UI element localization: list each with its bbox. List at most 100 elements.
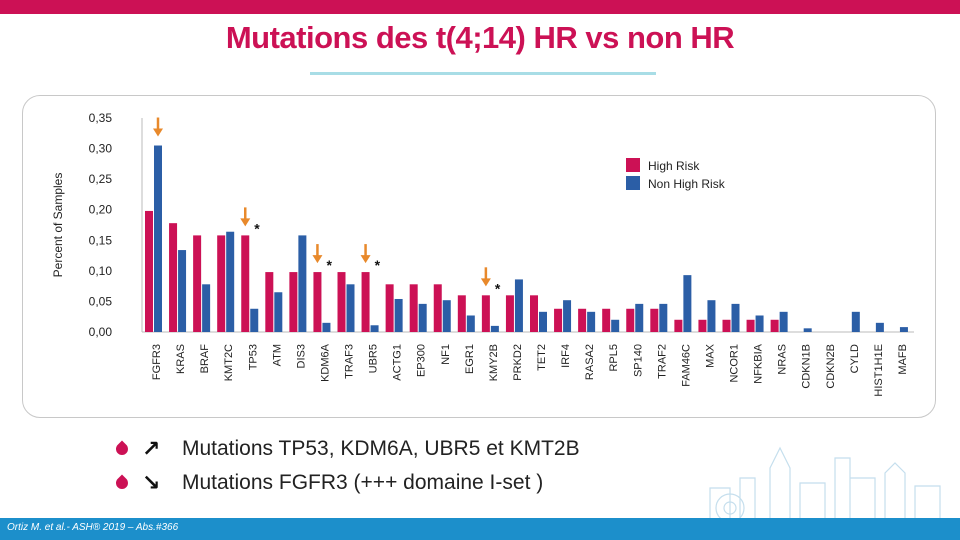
bar-non-high-risk [226,231,235,332]
bar-non-high-risk [779,311,788,332]
bullet-item-increase: ↗ Mutations TP53, KDM6A, UBR5 et KMT2B [113,432,580,466]
significance-star: * [326,257,332,273]
x-tick-label: NCOR1 [729,344,741,383]
significance-star: * [495,280,501,296]
arrow-head [480,278,491,287]
bar-non-high-risk [539,311,547,332]
bullet-item-decrease: ↘ Mutations FGFR3 (+++ domaine I-set ) [113,466,580,500]
bar-high-risk [457,295,466,332]
highlight-arrow-icon [480,267,491,287]
title-underline [310,72,656,75]
bar-non-high-risk [851,311,860,332]
x-tick-label: UBR5 [368,344,380,373]
footer-bar: Ortiz M. et al.- ASH® 2019 – Abs.#366 [0,518,960,540]
bar-high-risk [650,308,659,332]
bar-non-high-risk [803,328,812,332]
x-tick-label: KMY2B [488,344,500,381]
legend-swatch [626,158,640,172]
x-tick-label: TP53 [247,344,259,370]
bar-non-high-risk [274,292,283,332]
bar-high-risk [626,308,635,332]
x-tick-label: NFKBIA [753,343,765,383]
x-tick-label: NRAS [777,344,789,375]
bar-non-high-risk [178,250,187,332]
arrow-down-right-icon: ↘ [142,470,161,495]
bar-non-high-risk [659,303,668,332]
legend-label: Non High Risk [648,177,726,191]
bar-non-high-risk [755,315,764,332]
bullet-text: Mutations TP53, KDM6A, UBR5 et KMT2B [182,437,580,460]
bar-non-high-risk [394,298,403,332]
bar-non-high-risk [731,303,740,332]
bullet-list: ↗ Mutations TP53, KDM6A, UBR5 et KMT2B ↘… [113,432,580,500]
top-banner [0,0,960,14]
bar-non-high-risk [875,322,884,332]
x-tick-label: EGR1 [464,344,476,374]
bar-high-risk [145,210,153,332]
bar-non-high-risk [154,145,162,332]
bar-high-risk [289,272,298,332]
x-tick-label: SP140 [632,344,644,377]
x-tick-label: BRAF [199,344,211,374]
x-tick-label: FGFR3 [151,344,163,380]
bar-non-high-risk [899,327,908,332]
bar-high-risk [241,235,250,332]
bar-non-high-risk [418,303,427,332]
bar-high-risk [722,319,731,332]
bullet-text: Mutations FGFR3 (+++ domaine I-set ) [182,471,544,494]
bar-non-high-risk [611,319,620,332]
x-tick-label: TRAF2 [656,344,668,379]
bar-non-high-risk [250,308,259,332]
bar-high-risk [505,295,514,332]
highlight-arrow-icon [312,244,323,264]
bar-non-high-risk [635,303,644,332]
bar-high-risk [193,235,202,332]
x-tick-label: HIST1H1E [873,344,885,397]
bar-high-risk [602,308,611,332]
y-tick-label: 0,35 [89,111,113,125]
bar-high-risk [578,308,587,332]
bar-high-risk [217,235,226,332]
x-tick-label: TET2 [536,344,548,371]
x-tick-label: ATM [271,344,283,366]
x-tick-label: KDM6A [319,343,331,382]
bar-non-high-risk [370,325,379,332]
x-tick-label: IRF4 [560,344,572,368]
arrow-up-right-icon: ↗ [142,436,161,461]
bar-non-high-risk [466,315,475,332]
significance-star: * [254,220,260,236]
significance-star: * [375,257,381,273]
x-tick-label: ACTG1 [392,344,404,381]
highlight-arrow-icon [240,207,251,227]
bar-non-high-risk [298,235,307,332]
x-tick-label: RPL5 [608,344,620,372]
bar-non-high-risk [563,300,572,332]
drop-bullet-icon [113,474,131,492]
bar-non-high-risk [202,284,211,332]
citation-text: Ortiz M. et al.- ASH® 2019 – Abs.#366 [7,522,179,533]
legend-swatch [626,176,640,190]
bar-high-risk [385,284,394,332]
bar-high-risk [313,272,322,332]
x-tick-label: CDKN2B [825,344,837,389]
bar-high-risk [554,308,563,332]
x-tick-label: TRAF3 [344,344,356,379]
bar-non-high-risk [707,300,716,332]
highlight-arrow-icon [360,244,371,264]
bar-high-risk [265,272,274,332]
x-tick-label: RASA2 [584,344,596,380]
highlight-arrow-icon [153,117,163,137]
arrow-head [240,218,251,227]
x-tick-label: EP300 [416,344,428,377]
arrow-head [153,128,163,137]
y-tick-label: 0,25 [89,172,113,186]
x-tick-label: KMT2C [223,344,235,381]
y-axis-label: Percent of Samples [51,173,65,278]
arrow-head [360,255,371,264]
bar-high-risk [674,319,683,332]
y-tick-label: 0,15 [89,233,113,247]
arrow-head [312,255,323,264]
drop-bullet-icon [113,440,131,458]
x-tick-label: KRAS [175,344,187,374]
